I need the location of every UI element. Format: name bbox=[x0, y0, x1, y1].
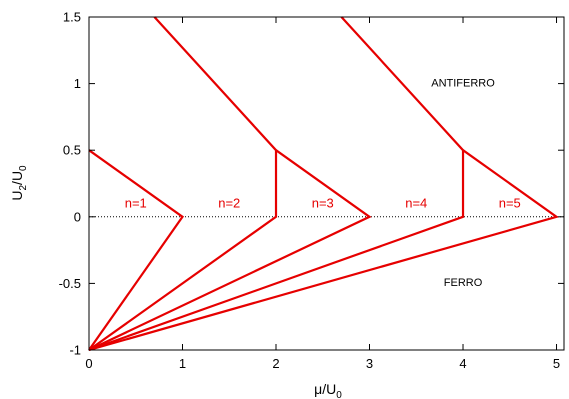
y-tick-label: 0 bbox=[74, 209, 81, 224]
y-tick-label: 1.5 bbox=[63, 10, 81, 25]
region-label: FERRO bbox=[444, 277, 483, 289]
lobe-label: n=4 bbox=[405, 195, 427, 210]
series-line-2 bbox=[88, 16, 278, 351]
lobe-label: n=1 bbox=[125, 195, 147, 210]
y-axis-label: U2/U0 bbox=[9, 165, 29, 201]
x-tick-label: 3 bbox=[366, 356, 373, 371]
x-axis-label-sub: 0 bbox=[336, 390, 342, 399]
x-tick-label: 2 bbox=[272, 356, 279, 371]
series-line-3 bbox=[88, 149, 372, 351]
x-axis-label: μ/U0 bbox=[314, 381, 342, 399]
lobe-label: n=3 bbox=[312, 195, 334, 210]
y-tick-label: -0.5 bbox=[59, 276, 81, 291]
y-tick-label: 0.5 bbox=[63, 143, 81, 158]
y-axis-label-main: U bbox=[9, 191, 25, 201]
y-axis-label-sub2: 0 bbox=[18, 165, 29, 171]
x-tick-label: 5 bbox=[553, 356, 560, 371]
x-axis-label-main: μ/U bbox=[314, 381, 336, 397]
y-axis-label-sub1: 2 bbox=[18, 185, 29, 191]
y-tick-label: 1 bbox=[74, 76, 81, 91]
region-label: ANTIFERRO bbox=[431, 77, 495, 89]
series-line-1 bbox=[88, 149, 185, 351]
series-line-5 bbox=[88, 149, 560, 352]
x-tick-label: 1 bbox=[179, 356, 186, 371]
lobe-label: n=2 bbox=[218, 195, 240, 210]
y-tick-label: -1 bbox=[69, 343, 81, 358]
y-axis-label-mid: /U bbox=[9, 171, 25, 185]
lobe-label: n=5 bbox=[499, 195, 521, 210]
series-line-4 bbox=[88, 16, 465, 352]
x-tick-label: 4 bbox=[459, 356, 466, 371]
x-tick-label: 0 bbox=[85, 356, 92, 371]
plot-frame bbox=[88, 16, 565, 351]
